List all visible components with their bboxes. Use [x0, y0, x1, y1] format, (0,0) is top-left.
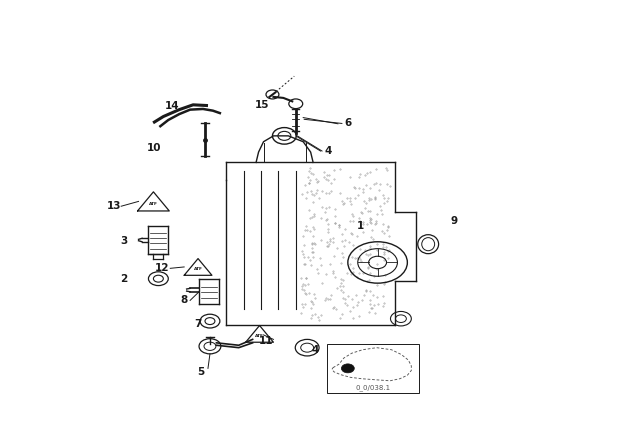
Text: 2: 2	[120, 274, 127, 284]
Text: 8: 8	[180, 295, 188, 306]
Text: 11: 11	[259, 336, 273, 346]
Text: 3: 3	[120, 236, 127, 246]
Text: 14: 14	[164, 101, 179, 111]
Text: 12: 12	[155, 263, 169, 273]
Text: 7: 7	[195, 319, 202, 328]
Text: 4: 4	[324, 146, 332, 156]
Circle shape	[341, 364, 355, 373]
Text: 9: 9	[451, 216, 458, 226]
Text: 1: 1	[356, 221, 364, 231]
Text: 0_0/038.1: 0_0/038.1	[355, 384, 390, 391]
Text: ATF: ATF	[194, 267, 202, 271]
Text: ATF: ATF	[255, 334, 264, 338]
Text: ATF: ATF	[149, 202, 158, 206]
Text: 10: 10	[147, 142, 162, 153]
Text: 13: 13	[106, 201, 121, 211]
Text: 15: 15	[255, 100, 270, 110]
Text: 4: 4	[312, 345, 319, 355]
Text: 6: 6	[344, 118, 351, 129]
Text: 5: 5	[197, 367, 205, 377]
